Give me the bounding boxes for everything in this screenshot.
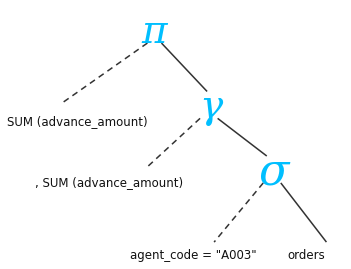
- Text: SUM (advance_amount): SUM (advance_amount): [7, 115, 148, 128]
- Text: orders: orders: [288, 249, 326, 262]
- Text: , SUM (advance_amount): , SUM (advance_amount): [35, 176, 183, 189]
- Text: σ: σ: [259, 151, 289, 194]
- Text: γ: γ: [199, 89, 222, 126]
- Text: agent_code = "A003": agent_code = "A003": [130, 249, 257, 262]
- Text: π: π: [142, 14, 167, 51]
